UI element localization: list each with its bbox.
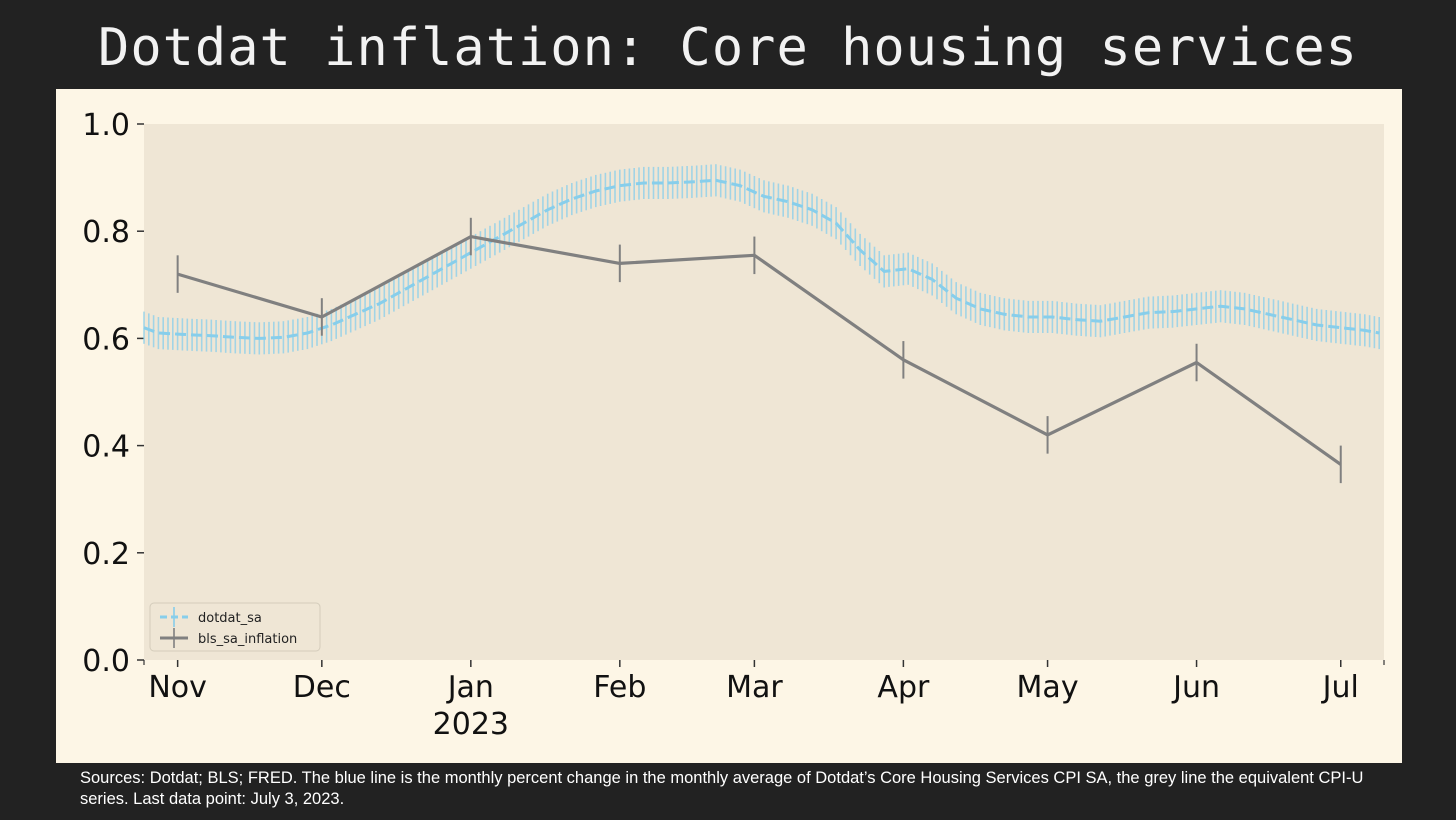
y-tick-label: 0.4 <box>82 430 130 465</box>
legend: dotdat_sa bls_sa_inflation <box>149 602 321 652</box>
source-footnote: Sources: Dotdat; BLS; FRED. The blue lin… <box>80 769 1364 808</box>
y-tick-label: 1.0 <box>82 108 130 143</box>
series-dotdat-sa <box>143 164 1380 355</box>
x-tick-label: Nov <box>148 670 207 705</box>
x-tick-label: Jul <box>1321 670 1359 705</box>
y-tick-label: 0.0 <box>82 644 130 679</box>
legend-box <box>149 602 321 652</box>
chart-panel: 0.0 0.2 0.4 0.6 0.8 1.0 Nov Dec Jan 2023 Feb Mar Apr… <box>56 89 1402 763</box>
x-tick-label: Jan <box>446 670 494 705</box>
x-tick-label: Mar <box>726 670 783 705</box>
x-tick-label: May <box>1017 670 1079 705</box>
y-tick-label: 0.2 <box>82 537 130 572</box>
series-bls-sa-inflation <box>176 217 1342 484</box>
y-tick-label: 0.6 <box>82 322 130 357</box>
y-tick-label: 0.8 <box>82 215 130 250</box>
legend-label-dotdat: dotdat_sa <box>198 611 262 626</box>
chart-title: Dotdat inflation: Core housing services <box>98 18 1358 78</box>
series-layer <box>143 164 1380 484</box>
x-tick-label: Feb <box>593 670 646 705</box>
x-tick-label: Apr <box>877 670 930 705</box>
x-tick-label: Dec <box>293 670 351 705</box>
dotdat-line <box>143 178 1380 340</box>
plot-area <box>144 124 1384 660</box>
legend-label-bls: bls_sa_inflation <box>198 632 297 647</box>
x-tick-label: Jun <box>1171 670 1220 705</box>
x-tick-sublabel: 2023 <box>433 707 509 742</box>
